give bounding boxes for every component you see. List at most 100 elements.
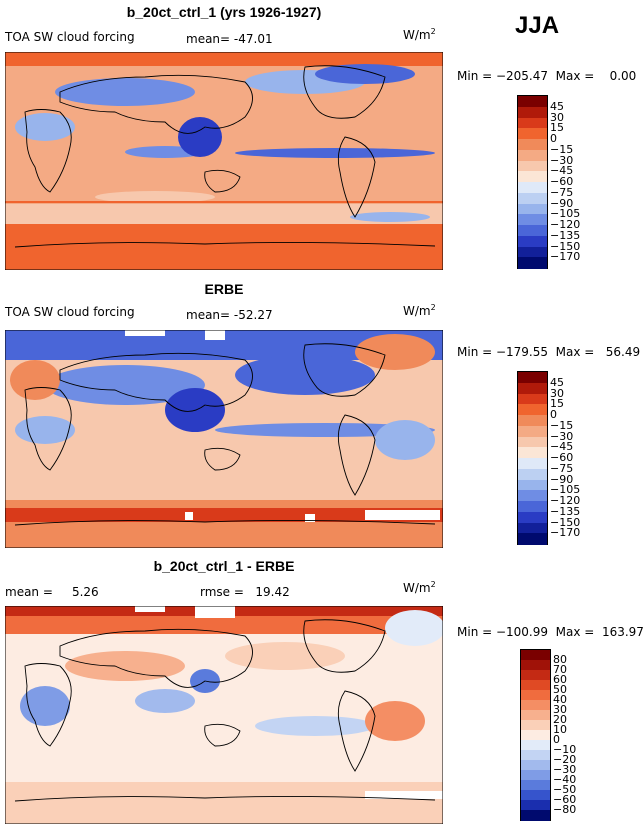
colorbar-cell [521, 700, 550, 711]
sahara-warm [10, 360, 60, 400]
panel-3-title: b_20ct_ctrl_1 - ERBE [153, 558, 295, 574]
panel-3-map [5, 606, 443, 824]
missing-1 [135, 606, 165, 612]
southern-band [5, 782, 443, 824]
south-indian [95, 191, 215, 203]
colorbar-tick-label: 30 [550, 386, 564, 400]
missing-2 [205, 330, 225, 340]
colorbar-cell [518, 501, 547, 513]
greenland-neg [385, 610, 443, 646]
colorbar-cell [521, 780, 550, 791]
colorbar-cell [521, 660, 550, 671]
colorbar-tick-label: −20 [553, 753, 577, 766]
colorbar-tick-label: 80 [553, 653, 567, 666]
colorbar-cell [518, 160, 547, 172]
colorbar-tick-label: −120 [550, 494, 581, 507]
colorbar-tick-label: 15 [550, 397, 564, 411]
colorbar-tick-label: −75 [550, 185, 574, 199]
colorbar-tick-label: 45 [550, 375, 564, 389]
panel-1-title: b_20ct_ctrl_1 (yrs 1926-1927) [126, 4, 322, 20]
panel-3-mean-label: mean = 5.26 [5, 585, 99, 599]
colorbar-cell [521, 800, 550, 811]
panel-2-mean-label: mean= -52.27 [186, 308, 273, 322]
colorbar-cell [518, 182, 547, 194]
midlat-cloud-1 [55, 78, 195, 106]
panel-1-map [5, 52, 443, 270]
colorbar-tick-label: −45 [550, 164, 574, 178]
colorbar-cell [518, 96, 547, 108]
colorbar-cell [521, 690, 550, 701]
colorbar-tick-label: −150 [550, 239, 581, 253]
colorbar-tick-label: −30 [550, 153, 574, 167]
colorbar-cell [521, 670, 550, 681]
missing-1 [125, 330, 165, 336]
itcz-band [235, 148, 435, 158]
colorbar-cell [518, 192, 547, 204]
missing-2 [195, 606, 235, 618]
panel-1-mean-label: mean= -47.01 [186, 32, 273, 46]
colorbar-cell [518, 372, 547, 384]
coastlines [14, 619, 436, 802]
colorbar-cell [521, 760, 550, 771]
colorbar-tick-label: −45 [550, 440, 574, 454]
coastlines [14, 343, 436, 526]
pacific-pos [225, 642, 345, 670]
panel-1-variable-label: TOA SW cloud forcing [5, 30, 135, 44]
colorbar-tick-label: 0 [550, 132, 557, 145]
colorbar-cell [518, 128, 547, 140]
colorbar-cell [518, 425, 547, 437]
colorbar-tick-label: 30 [550, 110, 564, 124]
colorbar-tick-label: −15 [550, 418, 574, 432]
colorbar-cell [518, 149, 547, 161]
colorbar-tick-label: 50 [553, 683, 567, 696]
colorbar-tick-label: −120 [550, 218, 581, 231]
colorbar-cell [518, 235, 547, 247]
colorbar-cell [518, 522, 547, 534]
africa-cloud [15, 113, 75, 141]
colorbar-cell [518, 225, 547, 237]
colorbar-tick-label: −10 [553, 743, 577, 756]
colorbar-cell [521, 810, 550, 821]
missing-3 [365, 510, 440, 520]
colorbar-tick-label: −90 [550, 472, 574, 486]
eurasia-pos [65, 651, 185, 681]
colorbar-cell [518, 458, 547, 470]
colorbar-tick-label: −170 [550, 250, 581, 264]
colorbar-cell [518, 246, 547, 258]
colorbar-tick-label: −50 [553, 783, 577, 796]
subpolar-band [5, 204, 443, 224]
colorbar-tick-label: −135 [550, 504, 581, 518]
colorbar-cell [518, 468, 547, 480]
arctic-band [5, 52, 443, 66]
colorbar-tick-label: −60 [550, 175, 574, 188]
colorbar-cell [518, 171, 547, 183]
panel-2-units: W/m2 [403, 303, 436, 318]
southern-band [5, 500, 443, 548]
colorbar-cell [518, 479, 547, 491]
colorbar-cell [518, 447, 547, 459]
missing-5 [305, 514, 315, 522]
panel-2-colorbar: 45 30 15 0 −15 −30 −45 −60 −75 −90 −105 −120 −135 −15… [517, 371, 580, 545]
missing-4 [185, 512, 193, 520]
southern-dark [5, 508, 443, 522]
colorbar-cell [521, 680, 550, 691]
colorbar-cell [521, 730, 550, 741]
colorbar-tick-label: −60 [553, 793, 577, 806]
colorbar-cell [518, 533, 547, 545]
colorbar-tick-label: −30 [553, 763, 577, 776]
colorbar-tick-label: 45 [550, 99, 564, 113]
colorbar-tick-label: −150 [550, 515, 581, 529]
colorbar-tick-label: −30 [550, 429, 574, 443]
indian-neg [135, 689, 195, 713]
colorbar-cell [521, 720, 550, 731]
colorbar-tick-label: −60 [550, 451, 574, 464]
colorbar-cell [518, 490, 547, 502]
colorbar-cell [518, 436, 547, 448]
colorbar-tick-label: −90 [550, 196, 574, 210]
colorbar-cell [518, 139, 547, 151]
panel-1-units: W/m2 [403, 27, 436, 42]
season-label: JJA [515, 12, 560, 39]
colorbar-cell [518, 511, 547, 523]
colorbar-tick-label: −75 [550, 461, 574, 475]
colorbar-cell [518, 203, 547, 215]
